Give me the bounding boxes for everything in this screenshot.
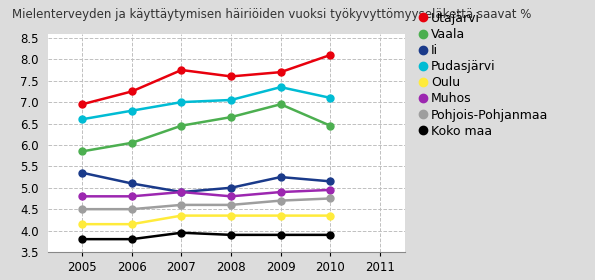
Pohjois-Pohjanmaa: [327, 197, 334, 200]
Utajärvi: [227, 75, 234, 78]
Text: Mielenterveyden ja käyttäytymisen häiriöiden vuoksi työkyvyttömyyseläkettä saava: Mielenterveyden ja käyttäytymisen häiriö…: [12, 8, 531, 21]
Koko maa: [79, 237, 86, 241]
Utajärvi: [79, 102, 86, 106]
Line: Muhos: Muhos: [79, 186, 334, 200]
Line: Utajärvi: Utajärvi: [79, 52, 334, 108]
Utajärvi: [178, 68, 185, 72]
Muhos: [129, 195, 136, 198]
Pohjois-Pohjanmaa: [79, 207, 86, 211]
Line: Ii: Ii: [79, 169, 334, 195]
Muhos: [227, 195, 234, 198]
Oulu: [79, 223, 86, 226]
Muhos: [178, 190, 185, 194]
Oulu: [178, 214, 185, 217]
Line: Koko maa: Koko maa: [79, 229, 334, 243]
Vaala: [178, 124, 185, 127]
Koko maa: [227, 233, 234, 237]
Vaala: [327, 124, 334, 127]
Pudasjärvi: [227, 98, 234, 102]
Line: Oulu: Oulu: [79, 212, 334, 228]
Pudasjärvi: [178, 101, 185, 104]
Muhos: [327, 188, 334, 192]
Ii: [227, 186, 234, 190]
Pohjois-Pohjanmaa: [227, 203, 234, 207]
Utajärvi: [277, 71, 284, 74]
Utajärvi: [129, 90, 136, 93]
Line: Pohjois-Pohjanmaa: Pohjois-Pohjanmaa: [79, 195, 334, 213]
Vaala: [227, 115, 234, 119]
Vaala: [129, 141, 136, 144]
Oulu: [129, 223, 136, 226]
Ii: [178, 190, 185, 194]
Vaala: [79, 150, 86, 153]
Line: Pudasjärvi: Pudasjärvi: [79, 84, 334, 123]
Legend: Utajärvi, Vaala, Ii, Pudasjärvi, Oulu, Muhos, Pohjois-Pohjanmaa, Koko maa: Utajärvi, Vaala, Ii, Pudasjärvi, Oulu, M…: [420, 12, 549, 138]
Pudasjärvi: [79, 118, 86, 121]
Utajärvi: [327, 53, 334, 57]
Ii: [327, 180, 334, 183]
Oulu: [277, 214, 284, 217]
Pudasjärvi: [327, 96, 334, 99]
Ii: [277, 175, 284, 179]
Ii: [79, 171, 86, 174]
Vaala: [277, 102, 284, 106]
Koko maa: [129, 237, 136, 241]
Pohjois-Pohjanmaa: [129, 207, 136, 211]
Koko maa: [178, 231, 185, 234]
Ii: [129, 182, 136, 185]
Line: Vaala: Vaala: [79, 101, 334, 155]
Koko maa: [277, 233, 284, 237]
Muhos: [79, 195, 86, 198]
Koko maa: [327, 233, 334, 237]
Oulu: [327, 214, 334, 217]
Oulu: [227, 214, 234, 217]
Pudasjärvi: [129, 109, 136, 112]
Muhos: [277, 190, 284, 194]
Pohjois-Pohjanmaa: [277, 199, 284, 202]
Pohjois-Pohjanmaa: [178, 203, 185, 207]
Pudasjärvi: [277, 85, 284, 89]
